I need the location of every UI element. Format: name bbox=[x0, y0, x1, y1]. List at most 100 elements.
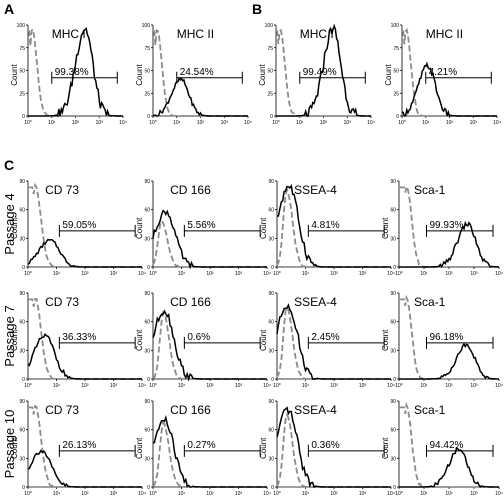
y-tick-label: 30 bbox=[390, 348, 396, 354]
x-tick-label: 10² bbox=[330, 271, 338, 277]
gate-percent-label: 4.21% bbox=[429, 67, 457, 78]
x-tick-label: 10⁴ bbox=[138, 271, 146, 277]
x-tick-label: 10³ bbox=[110, 271, 118, 277]
histogram-c-passage-10-cd-73: 0 30 60 90 10⁰ 10¹ 10² 10³ 10⁴ Count CD 73 26.13% bbox=[10, 399, 146, 496]
x-tick-label: 10¹ bbox=[173, 120, 181, 126]
y-tick-label: 50 bbox=[267, 69, 273, 75]
x-tick-label: 10¹ bbox=[422, 120, 430, 126]
marker-label: Sca-1 bbox=[414, 295, 446, 309]
gate-percent-label: 36.33% bbox=[62, 332, 96, 343]
y-axis-label: Count bbox=[10, 217, 19, 239]
y-tick-label: 0 bbox=[393, 377, 396, 383]
marker-label: MHC I bbox=[300, 27, 334, 41]
y-axis-label: Count bbox=[135, 64, 144, 86]
y-tick-label: 60 bbox=[268, 428, 274, 434]
y-tick-label: 90 bbox=[144, 179, 150, 185]
x-tick-label: 10² bbox=[81, 383, 89, 389]
gate-percent-label: 2.45% bbox=[311, 332, 339, 343]
x-tick-label: 10² bbox=[81, 271, 89, 277]
x-tick-label: 10⁴ bbox=[387, 271, 395, 277]
x-tick-label: 10⁰ bbox=[24, 120, 32, 126]
y-axis-label: Count bbox=[135, 217, 144, 239]
x-tick-label: 10⁰ bbox=[273, 271, 281, 277]
histogram-c-passage-7-ssea-4: 0 30 60 90 10⁰ 10¹ 10² 10³ 10⁴ Count SSEA-4 2.45% bbox=[259, 291, 395, 389]
histogram-plots: 0 25 50 75 100 10⁰ 10¹ 10² 10³ 10⁴ Count MHC I 99.38… bbox=[10, 23, 503, 496]
x-tick-label: 10⁰ bbox=[24, 491, 32, 496]
y-axis-label: Count bbox=[259, 437, 268, 459]
y-tick-label: 90 bbox=[144, 291, 150, 297]
sample-curve bbox=[152, 76, 248, 117]
y-tick-label: 0 bbox=[147, 114, 150, 120]
y-tick-label: 30 bbox=[390, 236, 396, 242]
gate-marker bbox=[299, 71, 366, 84]
marker-label: MHC II bbox=[177, 27, 214, 41]
gate-percent-label: 0.27% bbox=[187, 440, 215, 451]
sample-curve bbox=[401, 61, 497, 118]
isotype-control-curve bbox=[28, 27, 123, 117]
gate-marker bbox=[307, 336, 385, 349]
gate-percent-label: 0.36% bbox=[311, 440, 339, 451]
marker-label: CD 73 bbox=[45, 295, 79, 309]
x-tick-label: 10³ bbox=[344, 120, 352, 126]
y-tick-label: 90 bbox=[19, 291, 25, 297]
x-tick-label: 10⁴ bbox=[387, 383, 395, 389]
x-tick-label: 10⁰ bbox=[149, 271, 157, 277]
y-tick-label: 60 bbox=[144, 320, 150, 326]
gate-marker bbox=[183, 224, 261, 237]
gate-percent-label: 5.56% bbox=[187, 220, 215, 231]
gate-marker bbox=[58, 224, 136, 237]
x-tick-label: 10¹ bbox=[302, 271, 310, 277]
x-tick-label: 10³ bbox=[110, 383, 118, 389]
marker-label: CD 166 bbox=[170, 295, 211, 309]
y-tick-label: 100 bbox=[142, 23, 151, 29]
x-tick-label: 10⁴ bbox=[263, 383, 271, 389]
sample-curve bbox=[399, 220, 500, 269]
marker-label: CD 166 bbox=[170, 183, 211, 197]
y-tick-label: 60 bbox=[268, 320, 274, 326]
histogram-c-passage-7-sca-1: 0 30 60 90 10⁰ 10¹ 10² 10³ 10⁴ Count Sca-1 96.18% bbox=[381, 291, 503, 389]
y-tick-label: 75 bbox=[19, 46, 25, 52]
histogram-c-passage-7-cd-166: 0 30 60 90 10⁰ 10¹ 10² 10³ 10⁴ Count CD 166 0.6% bbox=[135, 291, 271, 389]
gate-marker bbox=[183, 444, 261, 457]
x-tick-label: 10¹ bbox=[178, 271, 186, 277]
x-tick-label: 10¹ bbox=[302, 383, 310, 389]
y-tick-label: 60 bbox=[268, 208, 274, 214]
isotype-control-curve bbox=[153, 28, 248, 117]
gate-marker bbox=[176, 71, 243, 84]
sample-curve bbox=[27, 238, 142, 268]
x-tick-label: 10² bbox=[445, 383, 453, 389]
y-tick-label: 75 bbox=[393, 46, 399, 52]
x-tick-label: 10¹ bbox=[420, 383, 428, 389]
sample-curve bbox=[152, 414, 267, 488]
x-tick-label: 10² bbox=[206, 491, 214, 496]
panel-label-b: B bbox=[252, 1, 262, 17]
x-tick-label: 10⁰ bbox=[273, 491, 281, 496]
x-tick-label: 10³ bbox=[235, 383, 243, 389]
x-tick-label: 10² bbox=[206, 271, 214, 277]
marker-label: SSEA-4 bbox=[294, 295, 337, 309]
x-tick-label: 10¹ bbox=[420, 271, 428, 277]
x-tick-label: 10⁰ bbox=[24, 383, 32, 389]
histogram-c-passage-4-cd-166: 0 30 60 90 10⁰ 10¹ 10² 10³ 10⁴ Count CD 166 5.56% bbox=[135, 179, 271, 277]
histogram-a-mhc-i: 0 25 50 75 100 10⁰ 10¹ 10² 10³ 10⁴ Count MHC I 99.38… bbox=[10, 23, 127, 126]
y-tick-label: 100 bbox=[17, 23, 26, 29]
histogram-b-mhc-ii: 0 25 50 75 100 10⁰ 10¹ 10² 10³ 10⁴ Count MHC II 4.21… bbox=[384, 23, 501, 126]
x-tick-label: 10² bbox=[330, 491, 338, 496]
marker-label: CD 166 bbox=[170, 403, 211, 417]
gate-percent-label: 94.42% bbox=[430, 440, 464, 451]
gate-percent-label: 99.49% bbox=[303, 67, 337, 78]
y-tick-label: 30 bbox=[19, 456, 25, 462]
marker-label: MHC II bbox=[426, 27, 463, 41]
x-tick-label: 10² bbox=[72, 120, 80, 126]
y-axis-label: Count bbox=[259, 329, 268, 351]
x-tick-label: 10³ bbox=[235, 491, 243, 496]
x-tick-label: 10³ bbox=[470, 383, 478, 389]
marker-label: SSEA-4 bbox=[294, 183, 337, 197]
row-label-passage-7: Passage 7 bbox=[2, 305, 17, 366]
x-tick-label: 10² bbox=[197, 120, 205, 126]
histogram-c-passage-4-ssea-4: 0 30 60 90 10⁰ 10¹ 10² 10³ 10⁴ Count SSEA-4 4.81% bbox=[259, 179, 395, 277]
y-tick-label: 60 bbox=[390, 320, 396, 326]
marker-label: MHC I bbox=[52, 27, 86, 41]
histogram-c-passage-7-cd-73: 0 30 60 90 10⁰ 10¹ 10² 10³ 10⁴ Count CD 73 36.33% bbox=[10, 291, 146, 389]
x-tick-label: 10³ bbox=[470, 271, 478, 277]
